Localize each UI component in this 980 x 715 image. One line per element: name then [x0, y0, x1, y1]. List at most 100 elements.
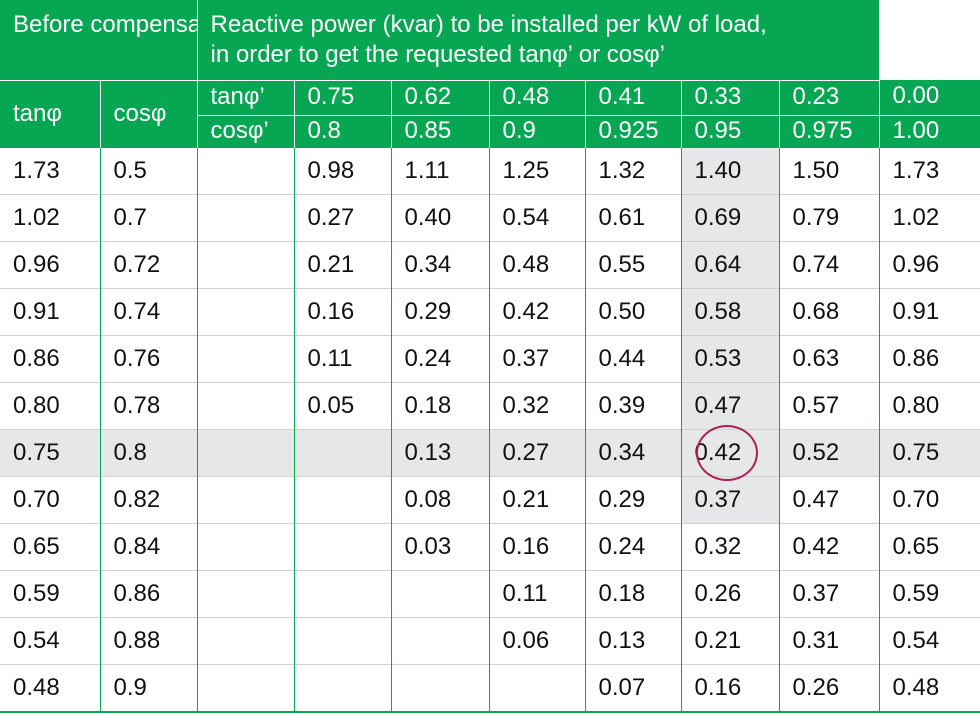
- value-cell: 0.57: [779, 382, 880, 429]
- value-cell: 0.16: [294, 288, 392, 335]
- row-cos-cell: 0.9: [100, 664, 198, 712]
- target-tan-cell: 0.62: [391, 80, 490, 116]
- value-cell: 0.06: [489, 617, 586, 664]
- value-cell: 0.26: [779, 664, 880, 712]
- value-cell: 0.64: [681, 241, 780, 288]
- value-cell: 0.05: [294, 382, 392, 429]
- cos-column-header: cosφ: [100, 80, 198, 148]
- spacer-cell: [197, 523, 295, 570]
- value-cell: 0.07: [585, 664, 682, 712]
- table-row: 0.48 0.9 0.07 0.16 0.26 0.48: [0, 664, 980, 712]
- table-row: 0.59 0.86 0.11 0.18 0.26 0.37 0.59: [0, 570, 980, 617]
- row-tan-cell: 0.70: [0, 476, 101, 523]
- value-cell: 0.79: [779, 194, 880, 241]
- spacer-cell: [197, 570, 295, 617]
- value-cell: 0.50: [585, 288, 682, 335]
- value-cell: 0.47: [681, 382, 780, 429]
- value-cell: 0.18: [391, 382, 490, 429]
- value-cell: 0.34: [585, 429, 682, 476]
- value-cell: 0.13: [391, 429, 490, 476]
- value-cell: 0.16: [681, 664, 780, 712]
- table-row: 1.73 0.5 0.98 1.11 1.25 1.32 1.40 1.50 1.73: [0, 147, 980, 194]
- value-cell: [391, 664, 490, 712]
- value-cell: 1.50: [779, 147, 880, 194]
- target-tan-cell: 0.48: [489, 80, 586, 116]
- target-cos-cell: 0.925: [585, 115, 682, 148]
- value-cell: 0.18: [585, 570, 682, 617]
- value-cell: 0.34: [391, 241, 490, 288]
- value-cell: [294, 429, 392, 476]
- value-cell: 0.29: [585, 476, 682, 523]
- value-cell: 0.91: [892, 297, 940, 325]
- value-cell: 1.32: [585, 147, 682, 194]
- spacer-cell: [197, 664, 295, 712]
- row-tan-cell: 0.48: [0, 664, 101, 712]
- value-cell: 0.74: [779, 241, 880, 288]
- row-cos-cell: 0.84: [100, 523, 198, 570]
- value-cell: 0.16: [489, 523, 586, 570]
- spacer-cell: [197, 335, 295, 382]
- value-cell: 0.37: [681, 476, 780, 523]
- reactive-power-header: Reactive power (kvar) to be installed pe…: [197, 0, 880, 81]
- value-cell: 0.58: [681, 288, 780, 335]
- value-cell: 0.98: [294, 147, 392, 194]
- target-tan-cell: 0.41: [585, 80, 682, 116]
- spacer-cell: [197, 194, 295, 241]
- value-cell: 0.52: [779, 429, 880, 476]
- reactive-power-header-line2: in order to get the requested tanφ’ or c…: [210, 41, 666, 68]
- value-cell: 0.42: [489, 288, 586, 335]
- value-cell: 1.73: [892, 156, 940, 184]
- spacer-cell: [197, 147, 295, 194]
- tan-prime-label: tanφ’: [197, 80, 295, 116]
- target-cos-cell: 1.00: [879, 115, 980, 148]
- table-row: 1.02 0.7 0.27 0.40 0.54 0.61 0.69 0.79 1.02: [0, 194, 980, 241]
- value-cell: 0.63: [779, 335, 880, 382]
- value-cell: 0.21: [681, 617, 780, 664]
- value-cell: [294, 617, 392, 664]
- target-cos-cell: 0.8: [294, 115, 392, 148]
- value-cell: 0.86: [892, 344, 940, 372]
- tan-column-header: tanφ: [0, 80, 101, 148]
- value-cell: 0.48: [489, 241, 586, 288]
- value-cell: 0.13: [585, 617, 682, 664]
- value-cell: [489, 664, 586, 712]
- value-cell: 0.47: [779, 476, 880, 523]
- value-cell: 0.55: [585, 241, 682, 288]
- value-cell: 0.39: [585, 382, 682, 429]
- value-cell: 1.40: [681, 147, 780, 194]
- value-cell: 0.11: [489, 570, 586, 617]
- row-cos-cell: 0.5: [100, 147, 198, 194]
- row-tan-cell: 0.75: [0, 429, 101, 476]
- row-cos-cell: 0.78: [100, 382, 198, 429]
- table-row: 0.80 0.78 0.05 0.18 0.32 0.39 0.47 0.57 0.80: [0, 382, 980, 429]
- spacer-cell: [197, 617, 295, 664]
- value-cell: [294, 570, 392, 617]
- value-cell: 0.61: [585, 194, 682, 241]
- value-cell: 0.24: [391, 335, 490, 382]
- row-tan-cell: 0.80: [0, 382, 101, 429]
- value-cell: [294, 476, 392, 523]
- before-compensation-header: Before compensation: [0, 0, 198, 81]
- row-tan-cell: 1.73: [0, 147, 101, 194]
- table-row: 0.96 0.72 0.21 0.34 0.48 0.55 0.64 0.74 0.96: [0, 241, 980, 288]
- row-tan-cell: 0.86: [0, 335, 101, 382]
- value-cell: 0.70: [892, 485, 940, 513]
- row-cos-cell: 0.86: [100, 570, 198, 617]
- cos-prime-label: cosφ’: [197, 115, 295, 148]
- value-cell: 0.42: [681, 429, 780, 476]
- value-cell: 0.29: [391, 288, 490, 335]
- value-cell: 1.25: [489, 147, 586, 194]
- row-tan-cell: 0.96: [0, 241, 101, 288]
- value-cell: 1.02: [892, 203, 940, 231]
- value-cell: 0.40: [391, 194, 490, 241]
- reactive-power-header-line1: Reactive power (kvar) to be installed pe…: [210, 11, 767, 38]
- value-cell: 0.96: [892, 250, 940, 278]
- value-cell: 0.80: [892, 391, 940, 419]
- row-cos-cell: 0.82: [100, 476, 198, 523]
- spacer-cell: [197, 476, 295, 523]
- value-cell: 0.54: [892, 626, 940, 654]
- table-row: 0.65 0.84 0.03 0.16 0.24 0.32 0.42 0.65: [0, 523, 980, 570]
- value-cell: 0.68: [779, 288, 880, 335]
